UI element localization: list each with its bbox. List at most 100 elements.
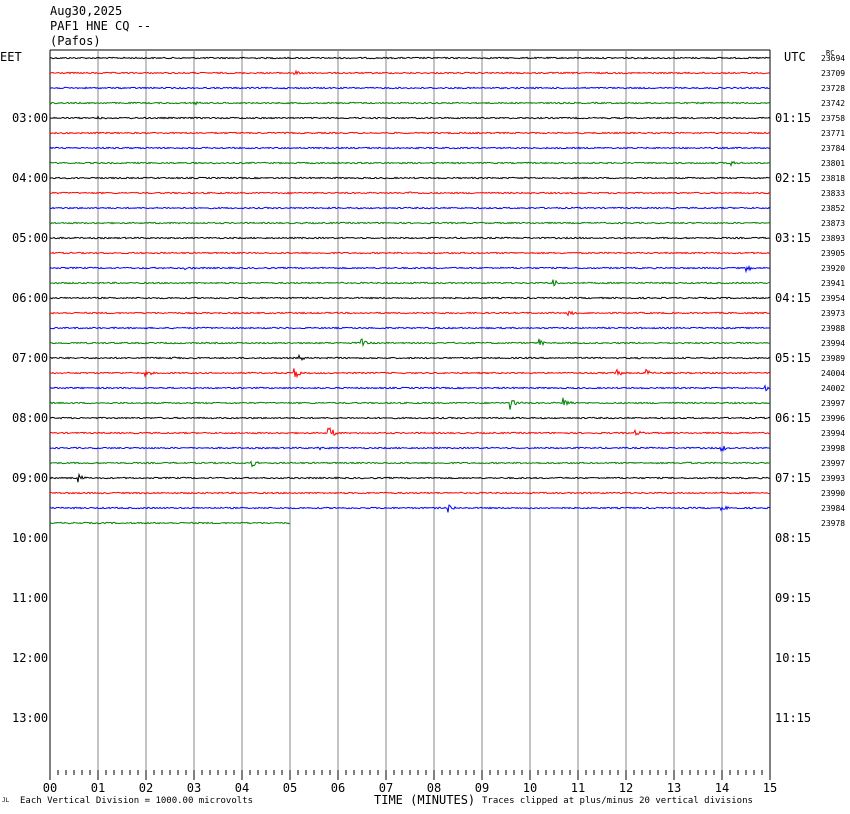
trace-count: 23873 bbox=[821, 219, 845, 228]
trace-count: 23694 bbox=[821, 54, 845, 63]
left-time-label: 03:00 bbox=[12, 111, 48, 125]
trace-count: 23742 bbox=[821, 99, 845, 108]
x-tick-label: 04 bbox=[235, 781, 249, 795]
trace-count: 23984 bbox=[821, 504, 845, 513]
seismic-trace bbox=[49, 368, 771, 379]
x-tick-label: 14 bbox=[715, 781, 729, 795]
corner-label: RC bbox=[826, 49, 834, 57]
trace-count: 23818 bbox=[821, 174, 845, 183]
x-tick-label: 07 bbox=[379, 781, 393, 795]
seismic-trace bbox=[49, 491, 771, 495]
trace-count: 23994 bbox=[821, 429, 845, 438]
trace-count: 23990 bbox=[821, 489, 845, 498]
left-time-label: 09:00 bbox=[12, 471, 48, 485]
trace-count: 23852 bbox=[821, 204, 845, 213]
seismic-trace bbox=[49, 460, 771, 468]
seismic-trace bbox=[49, 221, 771, 225]
seismic-trace bbox=[49, 191, 771, 195]
x-axis-title: TIME (MINUTES) bbox=[374, 793, 476, 807]
trace-count: 23833 bbox=[821, 189, 845, 198]
x-tick-label: 09 bbox=[475, 781, 489, 795]
x-tick-label: 00 bbox=[43, 781, 57, 795]
plot-date: Aug30,2025 bbox=[50, 4, 123, 18]
x-tick-label: 15 bbox=[763, 781, 777, 795]
trace-count: 23997 bbox=[821, 459, 845, 468]
clip-note: Traces clipped at plus/minus 20 vertical… bbox=[482, 796, 753, 806]
seismic-trace bbox=[49, 251, 771, 255]
right-time-label: 07:15 bbox=[775, 471, 811, 485]
right-time-label: 09:15 bbox=[775, 591, 811, 605]
seismic-trace bbox=[49, 100, 771, 106]
trace-count: 23954 bbox=[821, 294, 845, 303]
time-labels: RC EET UTC 03:00 04:00 05:00 06:00 07:00 08:00 09… bbox=[0, 49, 834, 725]
seismic-trace bbox=[49, 206, 771, 210]
trace-count: 23728 bbox=[821, 84, 845, 93]
left-time-label: 11:00 bbox=[12, 591, 48, 605]
trace-count: 23941 bbox=[821, 279, 845, 288]
left-time-label: 07:00 bbox=[12, 351, 48, 365]
left-time-label: 08:00 bbox=[12, 411, 48, 425]
seismic-trace bbox=[49, 326, 771, 330]
right-time-label: 02:15 bbox=[775, 171, 811, 185]
right-time-label: 03:15 bbox=[775, 231, 811, 245]
trace-count: 23978 bbox=[821, 519, 845, 528]
trace-count: 23758 bbox=[821, 114, 845, 123]
left-time-label: 12:00 bbox=[12, 651, 48, 665]
trace-count: 23893 bbox=[821, 234, 845, 243]
left-time-label: 06:00 bbox=[12, 291, 48, 305]
trace-count: 24004 bbox=[821, 369, 845, 378]
seismic-trace bbox=[49, 236, 771, 240]
seismic-trace bbox=[49, 472, 771, 483]
right-axis-label: UTC bbox=[784, 50, 806, 64]
x-tick-label: 02 bbox=[139, 781, 153, 795]
seismic-trace bbox=[49, 353, 771, 361]
trace-count: 23998 bbox=[821, 444, 845, 453]
seismic-trace bbox=[49, 115, 771, 120]
seismic-trace bbox=[49, 131, 771, 135]
seismic-trace bbox=[49, 338, 771, 348]
left-time-label: 05:00 bbox=[12, 231, 48, 245]
trace-count: 23709 bbox=[821, 69, 845, 78]
trace-count: 23973 bbox=[821, 309, 845, 318]
left-time-label: 13:00 bbox=[12, 711, 48, 725]
seismic-trace bbox=[49, 86, 771, 90]
seismic-trace bbox=[49, 160, 771, 168]
seismic-trace bbox=[49, 56, 771, 60]
left-time-label: 10:00 bbox=[12, 531, 48, 545]
right-time-label: 01:15 bbox=[775, 111, 811, 125]
corner-mark: JL bbox=[2, 797, 10, 804]
trace-count: 23905 bbox=[821, 249, 845, 258]
trace-count: 23784 bbox=[821, 144, 845, 153]
x-tick-label: 01 bbox=[91, 781, 105, 795]
trace-count: 23993 bbox=[821, 474, 845, 483]
seismic-trace bbox=[49, 521, 291, 525]
seismic-trace bbox=[49, 264, 771, 274]
trace-count: 23997 bbox=[821, 399, 845, 408]
seismic-trace bbox=[49, 310, 771, 317]
seismic-trace bbox=[49, 416, 771, 420]
right-time-label: 10:15 bbox=[775, 651, 811, 665]
right-time-label: 04:15 bbox=[775, 291, 811, 305]
x-axis: 00 01 02 03 04 05 06 07 08 09 10 11 12 13 14 15 bbox=[43, 770, 777, 795]
right-time-label: 08:15 bbox=[775, 531, 811, 545]
x-tick-label: 11 bbox=[571, 781, 585, 795]
minute-grid bbox=[49, 49, 771, 770]
trace-count: 23989 bbox=[821, 354, 845, 363]
trace-count: 23988 bbox=[821, 324, 845, 333]
x-tick-label: 08 bbox=[427, 781, 441, 795]
trace-count: 23801 bbox=[821, 159, 845, 168]
station-location: (Pafos) bbox=[50, 34, 101, 48]
seismic-trace bbox=[49, 176, 770, 180]
right-time-label: 05:15 bbox=[775, 351, 811, 365]
trace-group bbox=[49, 56, 771, 525]
vertical-division-note: Each Vertical Division = 1000.00 microvo… bbox=[20, 796, 253, 806]
seismic-trace bbox=[49, 279, 771, 287]
trace-count: 23771 bbox=[821, 129, 845, 138]
seismic-trace bbox=[49, 397, 771, 410]
x-tick-label: 13 bbox=[667, 781, 681, 795]
station-title: PAF1 HNE CQ -- bbox=[50, 19, 152, 33]
seismic-trace bbox=[49, 69, 771, 76]
x-tick-label: 03 bbox=[187, 781, 201, 795]
trace-count: 24002 bbox=[821, 384, 845, 393]
